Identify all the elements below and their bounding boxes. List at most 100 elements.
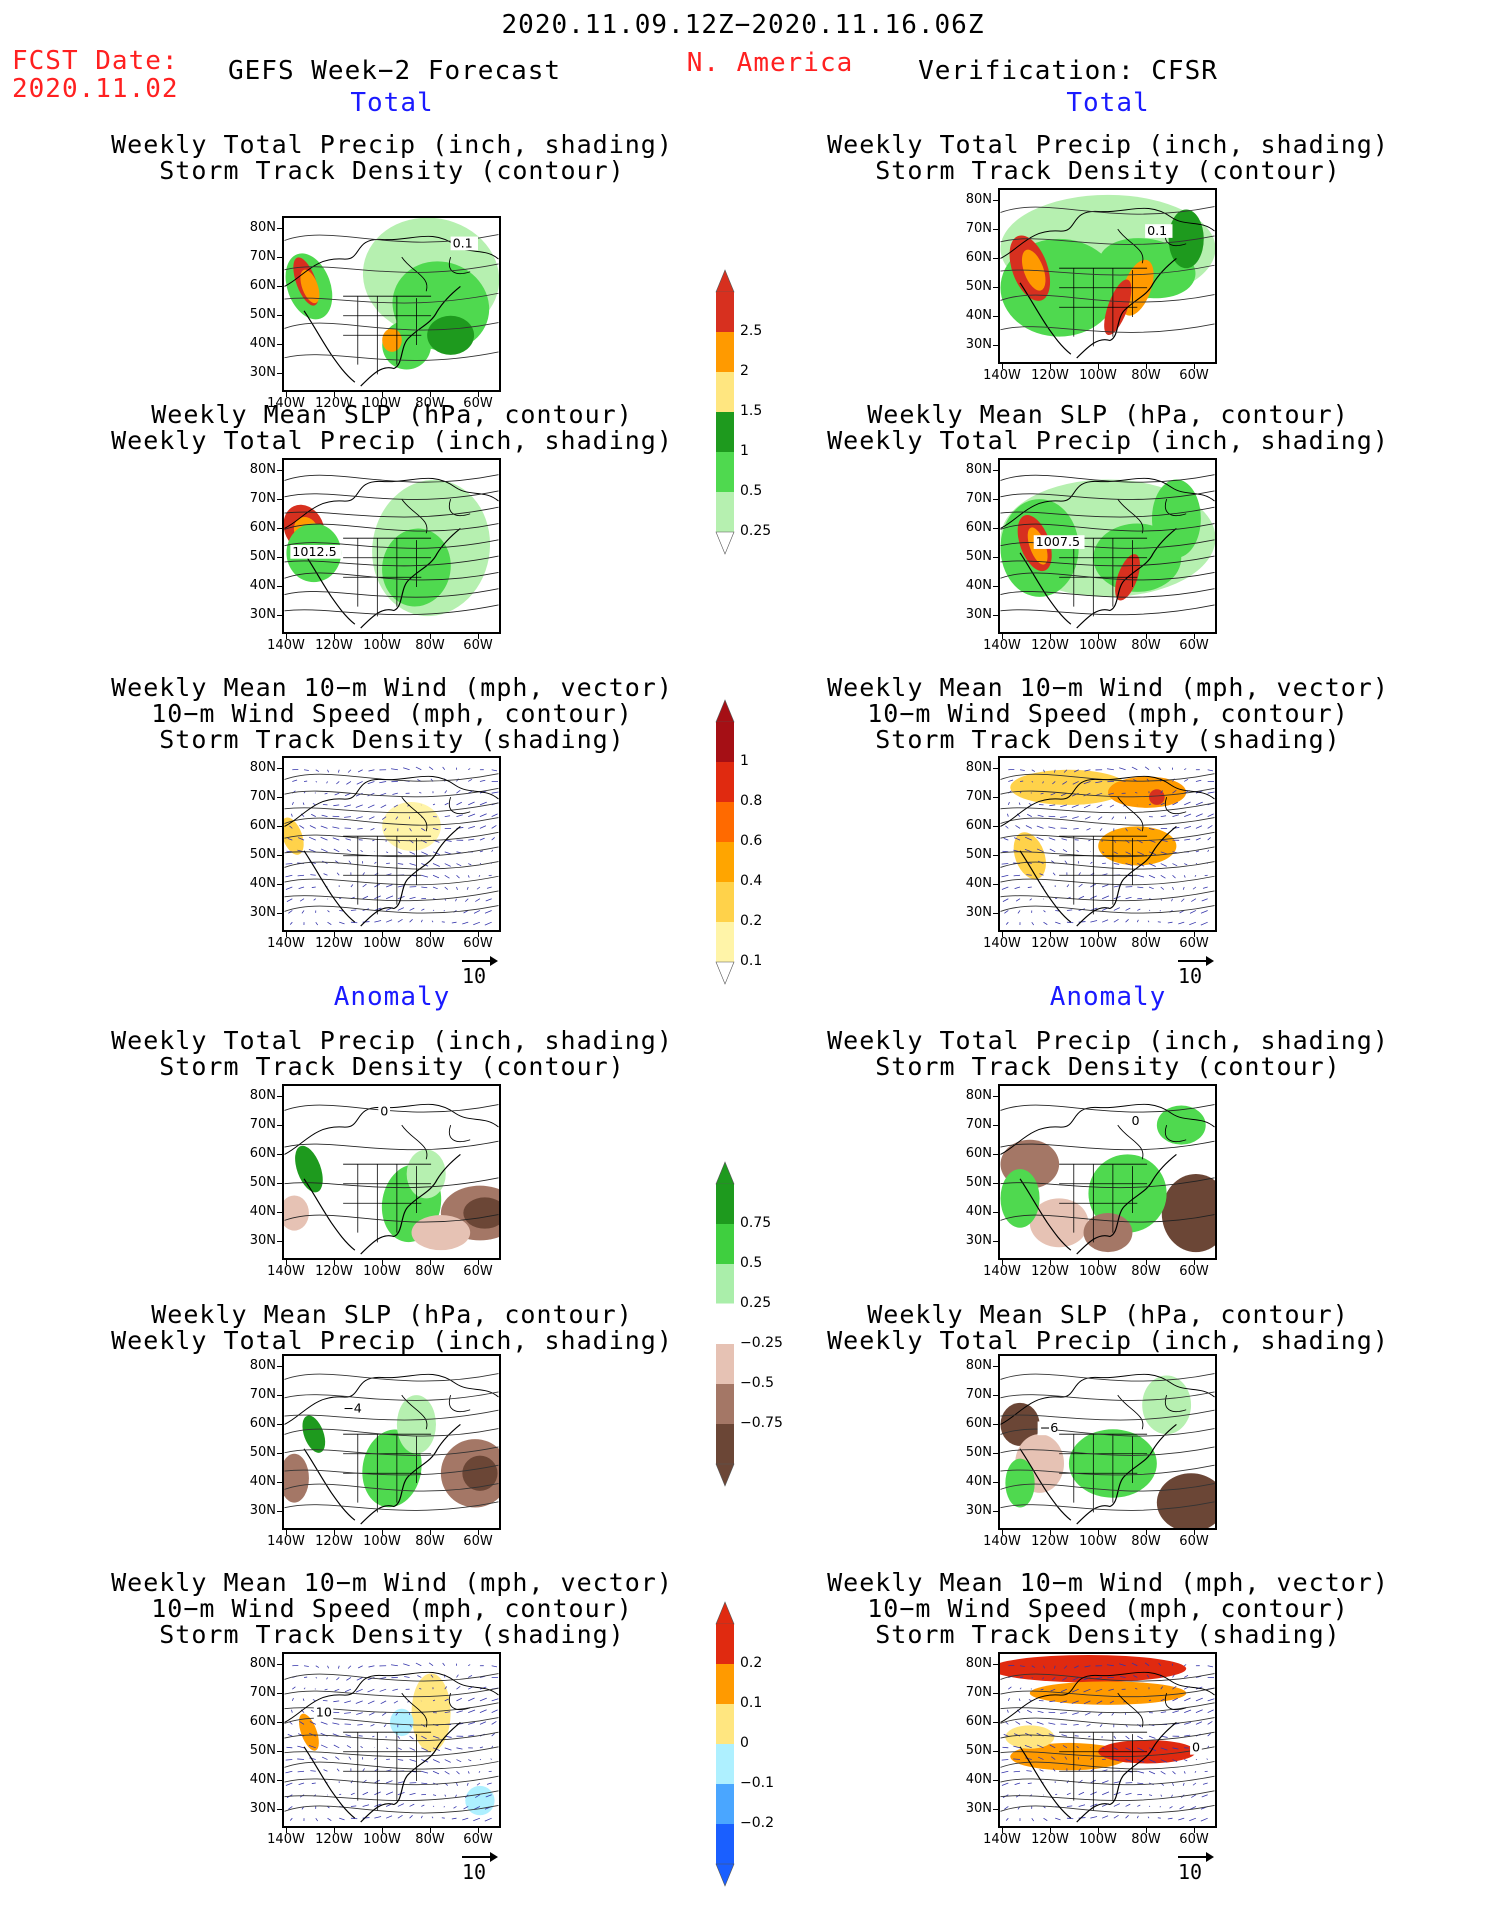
fcst-date-label: FCST Date: [12, 46, 179, 76]
lat-label: 60N [965, 1416, 992, 1431]
reference-arrow-icon [462, 1852, 498, 1862]
lat-label: 60N [965, 250, 992, 265]
colorbar-label: −0.1 [740, 1775, 774, 1791]
lat-label: 40N [249, 1474, 276, 1489]
lon-label: 80W [415, 1832, 445, 1847]
fcst-total-precip-title: Weekly Total Precip (inch, shading) Storm… [111, 130, 673, 185]
forecast-title: GEFS Week−2 Forecast [228, 56, 562, 86]
lat-label: 50N [965, 1743, 992, 1758]
lon-label: 80W [1131, 1534, 1161, 1549]
lat-label: 80N [249, 1358, 276, 1373]
lon-label: 140W [267, 1832, 305, 1847]
lon-label: 60W [1179, 1264, 1209, 1279]
obs-anom-wind-map: 0 [998, 1652, 1217, 1828]
lat-label: 40N [965, 578, 992, 593]
colorbar-label: 0.25 [740, 523, 772, 539]
lon-label: 100W [1079, 936, 1117, 951]
valid-period: 2020.11.09.12Z−2020.11.16.06Z [501, 10, 985, 40]
lon-label: 100W [363, 1832, 401, 1847]
lat-label: 40N [965, 876, 992, 891]
lat-label: 80N [965, 1656, 992, 1671]
section-total-obs: Total [1066, 88, 1150, 118]
lon-label: 100W [363, 936, 401, 951]
contour-label: 10 [316, 1705, 332, 1720]
colorbar-total-precip [715, 269, 735, 555]
colorbar-label: 0.2 [740, 1655, 763, 1671]
lon-label: 140W [983, 1534, 1021, 1549]
colorbar-label: −0.5 [740, 1375, 774, 1391]
lon-label: 120W [1031, 1832, 1069, 1847]
lat-label: 80N [965, 1358, 992, 1373]
fcst-total-wind-title: Weekly Mean 10−m Wind (mph, vector) 10−m … [111, 673, 673, 754]
lon-label: 100W [1079, 368, 1117, 383]
lat-label: 60N [249, 818, 276, 833]
lat-label: 70N [249, 1117, 276, 1132]
lat-label: 70N [249, 249, 276, 264]
lon-label: 60W [1179, 936, 1209, 951]
obs-total-wind-title: Weekly Mean 10−m Wind (mph, vector) 10−m … [827, 673, 1389, 754]
lat-label: 80N [249, 760, 276, 775]
lon-label: 60W [1179, 1832, 1209, 1847]
lat-label: 30N [249, 905, 276, 920]
obs-anom-precip-map: 0 [998, 1084, 1217, 1260]
vector-ref-value: 10 [1178, 964, 1203, 988]
lon-label: 60W [463, 1264, 493, 1279]
section-total-fcst: Total [350, 88, 434, 118]
lat-label: 50N [965, 279, 992, 294]
lon-label: 140W [983, 368, 1021, 383]
lat-label: 80N [965, 462, 992, 477]
lon-label: 80W [415, 396, 445, 411]
lat-label: 50N [249, 1743, 276, 1758]
colorbar-label: −0.75 [740, 1415, 783, 1431]
lat-label: 60N [965, 818, 992, 833]
lat-label: 60N [249, 1146, 276, 1161]
lat-label: 40N [249, 336, 276, 351]
lon-label: 140W [983, 638, 1021, 653]
obs-anom-wind-title: Weekly Mean 10−m Wind (mph, vector) 10−m … [827, 1568, 1389, 1649]
contour-label: 0.1 [1147, 223, 1167, 238]
lat-label: 60N [249, 1714, 276, 1729]
colorbar-label: 0.8 [740, 793, 763, 809]
lon-label: 120W [1031, 1264, 1069, 1279]
lat-label: 40N [249, 578, 276, 593]
vector-ref-value: 10 [462, 1860, 487, 1884]
lat-label: 70N [965, 789, 992, 804]
lon-label: 60W [463, 936, 493, 951]
lon-label: 80W [415, 1534, 445, 1549]
vector-reference: 10 [1178, 1852, 1214, 1884]
lat-label: 80N [965, 192, 992, 207]
lat-label: 70N [965, 1387, 992, 1402]
lat-label: 50N [965, 847, 992, 862]
lon-label: 140W [267, 1264, 305, 1279]
lat-label: 30N [965, 337, 992, 352]
lon-label: 60W [1179, 1534, 1209, 1549]
obs-total-slp-map: 1007.5 [998, 458, 1217, 634]
colorbar-label: 0.75 [740, 1215, 772, 1231]
lon-label: 120W [315, 1264, 353, 1279]
lon-label: 80W [415, 638, 445, 653]
fcst-total-wind-map [282, 756, 501, 932]
lon-label: 140W [267, 638, 305, 653]
lon-label: 60W [463, 1832, 493, 1847]
lon-label: 60W [1179, 638, 1209, 653]
lat-label: 60N [249, 1416, 276, 1431]
lat-label: 30N [249, 1801, 276, 1816]
obs-anom-slp-map: −6 [998, 1354, 1217, 1530]
lat-label: 50N [249, 1175, 276, 1190]
reference-arrow-icon [462, 956, 498, 966]
lon-label: 120W [315, 1832, 353, 1847]
vector-reference: 10 [1178, 956, 1214, 988]
colorbar-label: 0.1 [740, 953, 763, 969]
lat-label: 40N [249, 876, 276, 891]
fcst-anom-slp-map: −4 [282, 1354, 501, 1530]
lat-label: 30N [249, 607, 276, 622]
colorbar-label: −0.25 [740, 1335, 783, 1351]
lat-label: 40N [965, 1772, 992, 1787]
lat-label: 50N [965, 1175, 992, 1190]
lat-label: 50N [965, 1445, 992, 1460]
colorbar-label: 0.1 [740, 1695, 763, 1711]
fcst-anom-precip-title: Weekly Total Precip (inch, shading) Storm… [111, 1026, 673, 1081]
lon-label: 100W [363, 396, 401, 411]
vector-ref-value: 10 [462, 964, 487, 988]
colorbar-label: 1 [740, 443, 749, 459]
